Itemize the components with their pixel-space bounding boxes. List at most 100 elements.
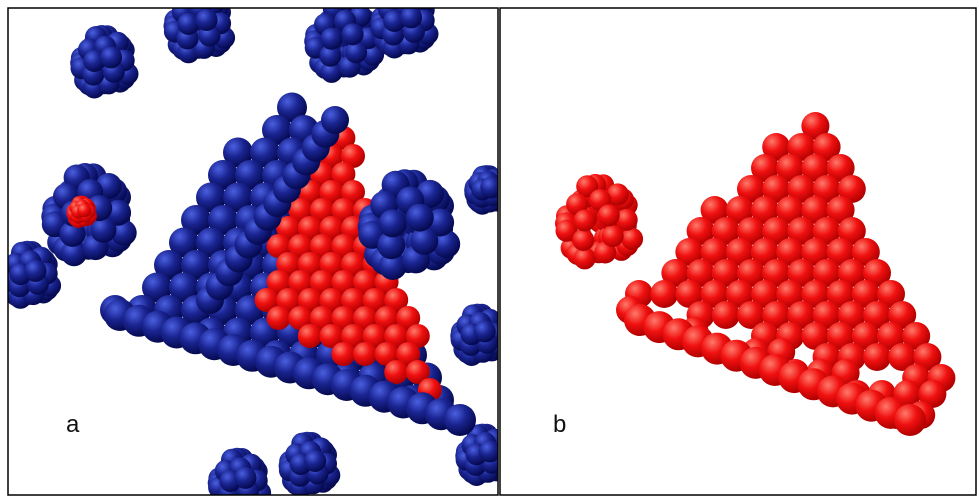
sphere xyxy=(331,198,356,222)
sphere xyxy=(405,360,430,384)
sphere xyxy=(801,112,830,140)
sphere xyxy=(573,247,596,270)
sphere xyxy=(700,280,729,308)
sphere xyxy=(801,196,830,224)
sphere xyxy=(400,8,423,29)
sphere xyxy=(374,342,399,366)
sphere xyxy=(762,259,791,287)
sphere xyxy=(341,252,365,276)
sphere xyxy=(309,198,334,222)
sphere xyxy=(877,280,905,308)
sphere xyxy=(444,404,476,436)
sphere xyxy=(319,288,344,312)
sphere xyxy=(276,216,301,240)
sphere xyxy=(61,240,87,267)
sphere xyxy=(725,238,754,266)
sphere xyxy=(762,133,791,161)
panel-label: a xyxy=(66,411,80,438)
sphere xyxy=(597,204,620,227)
sphere xyxy=(826,238,855,266)
sphere xyxy=(621,227,644,250)
sphere xyxy=(555,219,578,242)
sphere xyxy=(801,322,830,350)
sphere xyxy=(787,217,816,245)
sphere xyxy=(304,450,327,472)
sphere xyxy=(319,252,344,276)
sphere xyxy=(266,234,291,258)
sphere xyxy=(154,250,184,280)
sphere xyxy=(661,259,690,287)
sphere xyxy=(894,404,926,436)
sphere xyxy=(235,160,265,190)
sphere xyxy=(762,175,791,203)
sphere xyxy=(576,175,599,198)
sphere xyxy=(826,280,855,308)
sphere xyxy=(319,180,344,204)
sphere xyxy=(432,230,461,259)
sphere xyxy=(700,196,729,224)
sphere xyxy=(90,216,117,243)
sphere xyxy=(319,216,344,240)
sphere xyxy=(787,301,816,329)
sphere xyxy=(319,324,344,348)
sphere xyxy=(276,252,301,276)
sphere xyxy=(751,196,779,224)
sphere xyxy=(737,217,765,245)
sphere xyxy=(288,306,313,330)
sphere xyxy=(254,288,279,312)
sphere xyxy=(384,288,409,312)
sphere xyxy=(177,12,200,35)
sphere xyxy=(341,324,365,348)
sphere xyxy=(297,252,322,276)
sphere xyxy=(751,154,779,182)
sphere xyxy=(374,306,399,330)
sphere xyxy=(266,270,291,294)
sphere xyxy=(378,209,407,238)
sphere xyxy=(573,209,596,232)
sphere xyxy=(751,238,779,266)
sphere xyxy=(377,231,406,260)
sphere xyxy=(384,360,409,384)
sphere xyxy=(266,306,291,330)
sphere xyxy=(331,342,356,366)
sphere xyxy=(181,250,211,280)
sphere xyxy=(700,238,729,266)
sphere xyxy=(918,380,947,408)
sphere xyxy=(196,182,226,213)
sphere xyxy=(169,227,199,258)
sphere xyxy=(396,342,421,366)
sphere xyxy=(776,238,805,266)
sphere xyxy=(77,203,92,218)
sphere xyxy=(341,144,365,168)
sphere xyxy=(888,301,917,329)
sphere xyxy=(686,217,715,245)
sphere xyxy=(606,183,629,206)
sphere xyxy=(195,9,218,31)
sphere xyxy=(473,320,496,343)
sphere xyxy=(776,196,805,224)
sphere xyxy=(383,10,406,32)
sphere xyxy=(863,259,891,287)
sphere xyxy=(297,288,322,312)
sphere xyxy=(297,216,322,240)
sphere xyxy=(345,41,368,64)
sphere xyxy=(762,217,791,245)
sphere xyxy=(762,301,791,329)
sphere xyxy=(751,280,779,308)
sphere xyxy=(686,259,715,287)
sphere xyxy=(801,238,830,266)
sphere xyxy=(913,343,942,371)
sphere xyxy=(863,301,891,329)
sphere xyxy=(837,259,866,287)
sphere xyxy=(320,27,343,50)
sphere xyxy=(362,288,387,312)
sphere xyxy=(826,154,855,182)
sphere xyxy=(384,324,409,348)
sphere xyxy=(737,301,765,329)
sphere xyxy=(902,322,931,350)
panel-a xyxy=(8,8,498,495)
sphere xyxy=(309,306,334,330)
sphere xyxy=(331,162,356,186)
sphere xyxy=(776,280,805,308)
sphere xyxy=(711,259,740,287)
